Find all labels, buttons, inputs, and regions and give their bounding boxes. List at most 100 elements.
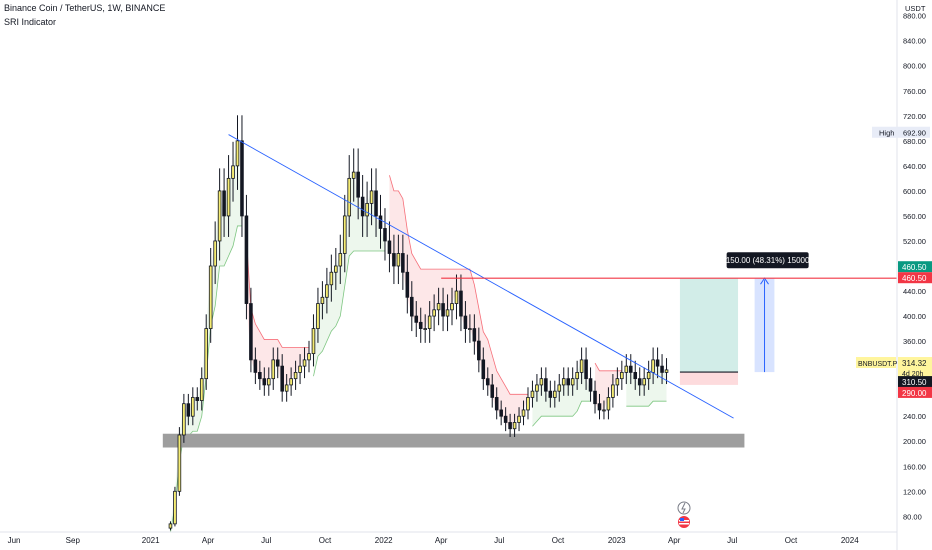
loss-zone xyxy=(679,372,739,385)
time-tick-label: Jul xyxy=(727,536,737,545)
candle-body xyxy=(302,359,307,367)
candle-body xyxy=(427,315,432,329)
indicator-title[interactable]: SRI Indicator xyxy=(4,17,57,27)
candle-body xyxy=(401,253,405,273)
candle-body xyxy=(374,190,378,217)
price-tick-label: 160.00 xyxy=(903,462,926,471)
price-tick-label: 200.00 xyxy=(903,437,926,446)
candle-body xyxy=(561,378,566,386)
candle-body xyxy=(298,365,302,373)
sri-line xyxy=(389,175,528,395)
symbol-badge-bg xyxy=(856,357,896,369)
candle-body xyxy=(177,434,182,492)
candle-body xyxy=(450,303,454,311)
measure-tool[interactable]: 150.00 (48.31%) 15000 xyxy=(726,252,810,373)
candle-body xyxy=(231,165,235,179)
candle-body xyxy=(168,523,173,529)
candle-body xyxy=(199,378,204,401)
candle-body xyxy=(240,140,244,217)
candle-body xyxy=(646,371,651,380)
price-tick-label: 80.00 xyxy=(903,512,922,521)
candle-body xyxy=(418,321,423,329)
candle-body xyxy=(553,390,557,398)
candle-body xyxy=(584,359,588,380)
candle-body xyxy=(485,378,490,386)
time-tick-label: Jul xyxy=(494,536,504,545)
candle-body xyxy=(258,371,262,380)
candle-body xyxy=(191,397,195,417)
candle-body xyxy=(284,384,289,392)
sri-line xyxy=(626,400,667,407)
candle-body xyxy=(329,271,334,286)
candle-body xyxy=(195,397,200,401)
candle-body xyxy=(517,415,521,423)
price-tick-label: 760.00 xyxy=(903,87,926,96)
candle-body xyxy=(454,290,459,304)
candle-body xyxy=(651,359,655,373)
measure-label-bg xyxy=(726,252,809,269)
candle-body xyxy=(414,315,419,323)
time-tick-label: 2023 xyxy=(608,536,626,545)
candle-body xyxy=(660,365,664,373)
target-badge-green-bg xyxy=(898,261,932,273)
candle-body xyxy=(611,384,615,398)
candle-body xyxy=(342,215,347,254)
lightning-icon xyxy=(677,501,691,515)
drawings[interactable] xyxy=(228,134,897,419)
candle-body xyxy=(396,253,401,267)
candle-body xyxy=(204,328,208,380)
candle-body xyxy=(637,378,642,386)
candle-body xyxy=(387,240,392,254)
candle-body xyxy=(378,215,383,229)
candle-body xyxy=(472,328,477,342)
candle-body xyxy=(642,378,646,386)
target-badge-green: 460.50 xyxy=(902,263,927,272)
candle-body xyxy=(615,378,620,386)
target-badge-red-bg xyxy=(898,272,932,284)
price-tick-label: 880.00 xyxy=(903,12,926,21)
event-markers[interactable] xyxy=(677,501,691,528)
candle-body xyxy=(664,369,669,373)
candle-body xyxy=(173,490,177,525)
sri-fill xyxy=(389,175,528,429)
price-tick-label: 440.00 xyxy=(903,287,926,296)
price-tick-label: 520.00 xyxy=(903,237,926,246)
profit-zone xyxy=(679,278,739,373)
price-tick-label: 240.00 xyxy=(903,412,926,421)
candle-body xyxy=(249,303,253,361)
sri-bands xyxy=(170,140,667,533)
symbol-title[interactable]: Binance Coin / TetherUS, 1W, BINANCE xyxy=(4,3,166,13)
candle-body xyxy=(266,378,271,386)
time-tick-label: 2022 xyxy=(375,536,393,545)
candle-body xyxy=(244,215,249,304)
candle-body xyxy=(405,271,410,298)
candle-body xyxy=(544,378,548,392)
candle-body xyxy=(655,359,660,367)
time-tick-label: Jun xyxy=(8,536,21,545)
candle-body xyxy=(208,265,213,329)
candle-body xyxy=(271,359,276,380)
time-tick-label: Oct xyxy=(552,536,565,545)
candle-body xyxy=(566,378,570,386)
high-label: High xyxy=(879,129,894,138)
candle-body xyxy=(360,196,365,217)
candle-body xyxy=(347,177,352,217)
long-position-tool[interactable] xyxy=(679,278,739,385)
time-tick-label: Jul xyxy=(261,536,271,545)
candle-body xyxy=(423,328,427,330)
candle-body xyxy=(624,365,629,373)
target-badge-red: 460.50 xyxy=(902,274,927,283)
candle-body xyxy=(275,359,280,367)
time-tick-label: Apr xyxy=(202,536,215,545)
trendline xyxy=(228,134,734,419)
flag-stripe xyxy=(679,523,689,525)
sri-fill xyxy=(595,363,622,410)
candle-body xyxy=(494,397,499,411)
candle-body xyxy=(521,409,526,417)
candle-body xyxy=(436,303,441,311)
price-tick-label: 600.00 xyxy=(903,187,926,196)
time-axis[interactable]: Jun Sep 2021 Apr Jul Oct 2022 Apr Jul Oct 2023 Apr J… xyxy=(0,531,897,545)
support-zone-rect xyxy=(162,433,745,448)
candle-body xyxy=(463,315,468,329)
